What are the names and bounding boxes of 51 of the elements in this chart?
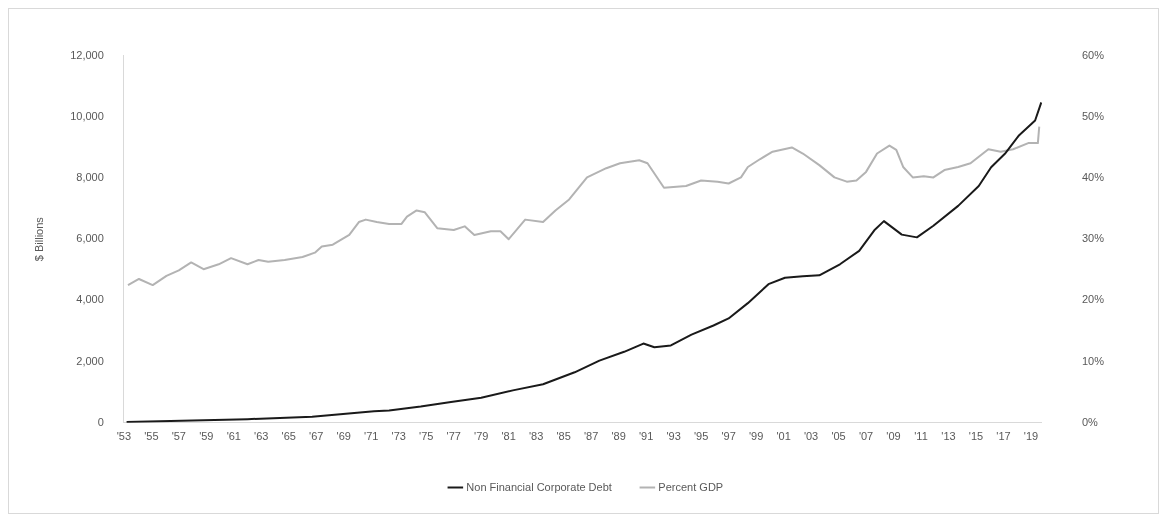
x-tick-label: '83: [529, 430, 544, 443]
x-tick-label: '81: [501, 430, 516, 443]
x-tick-label: '91: [638, 430, 654, 443]
y-tick-label: 10,000: [70, 109, 104, 122]
y2-tick-label: 10%: [1081, 354, 1105, 367]
x-tick-label: '07: [858, 430, 874, 443]
x-tick-label: '75: [419, 430, 434, 443]
x-tick-label: '85: [556, 430, 571, 443]
x-tick-label: '57: [171, 430, 186, 443]
legend-label: Percent GDP: [658, 480, 724, 493]
x-tick-label: '55: [144, 430, 159, 443]
y2-tick-label: 60%: [1081, 48, 1105, 61]
x-tick-label: '03: [803, 430, 819, 443]
x-tick-label: '99: [748, 430, 764, 443]
y-tick-label: 4,000: [76, 293, 104, 306]
y2-tick-label: 40%: [1081, 171, 1105, 184]
y-tick-label: 8,000: [76, 171, 104, 184]
x-tick-label: '53: [116, 430, 132, 443]
x-tick-label: '05: [831, 430, 846, 443]
x-tick-label: '95: [693, 430, 709, 443]
x-tick-label: '59: [199, 430, 214, 443]
y-tick-label: 0: [97, 415, 104, 428]
y2-tick-label: 50%: [1081, 109, 1105, 122]
y2-tick-label: 30%: [1081, 232, 1105, 245]
x-tick-label: '77: [446, 430, 461, 443]
y-tick-label: 2,000: [76, 354, 104, 367]
x-tick-label: '09: [886, 430, 901, 443]
x-tick-label: '93: [666, 430, 681, 443]
y2-tick-label: 0%: [1081, 415, 1099, 428]
x-tick-label: '89: [611, 430, 626, 443]
x-tick-label: '71: [364, 430, 379, 443]
y2-tick-label: 20%: [1081, 293, 1105, 306]
x-tick-label: '01: [776, 430, 791, 443]
x-tick-label: '73: [391, 430, 406, 443]
x-tick-label: '61: [226, 430, 241, 443]
x-tick-label: '97: [721, 430, 736, 443]
x-tick-label: '11: [914, 430, 928, 443]
y-tick-label: 12,000: [70, 48, 104, 61]
x-tick-label: '67: [309, 430, 324, 443]
x-tick-label: '87: [583, 430, 599, 443]
y-axis-title: $ Billions: [32, 216, 45, 262]
x-tick-label: '69: [336, 430, 351, 443]
x-tick-label: '19: [1023, 430, 1039, 443]
legend-label: Non Financial Corporate Debt: [466, 480, 612, 493]
x-tick-label: '15: [968, 430, 984, 443]
x-tick-label: '13: [941, 430, 956, 443]
x-tick-label: '65: [281, 430, 296, 443]
x-tick-label: '17: [996, 430, 1011, 443]
y-tick-label: 6,000: [76, 232, 104, 245]
x-tick-label: '63: [254, 430, 269, 443]
x-tick-label: '79: [474, 430, 489, 443]
